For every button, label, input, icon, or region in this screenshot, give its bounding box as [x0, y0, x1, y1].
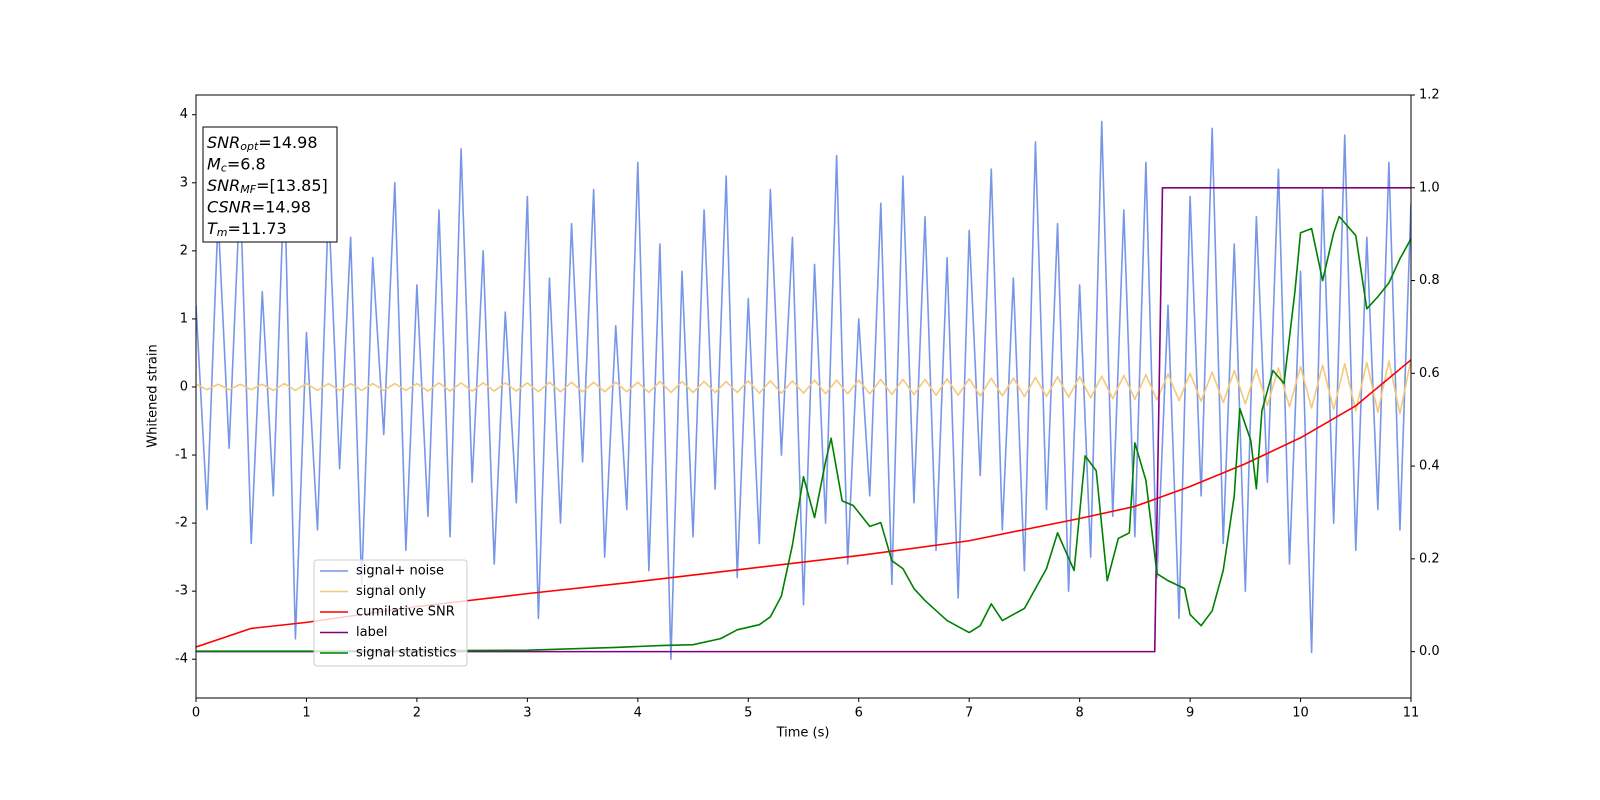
- annotation-line: SNRMF=[13.85]: [207, 176, 328, 197]
- y-tick-label: 0: [180, 379, 188, 394]
- x-tick-label: 10: [1292, 706, 1309, 721]
- annotation-name: SNR: [207, 176, 240, 195]
- annotation-name: SNR: [207, 133, 240, 152]
- annotation-line: SNRopt=14.98: [207, 133, 318, 154]
- x-axis-label: Time (s): [776, 726, 830, 741]
- annotation-sub: c: [221, 162, 227, 175]
- annotation-line: Mc=6.8: [207, 154, 266, 175]
- y2-tick-label: 1.2: [1419, 88, 1440, 103]
- series-line: [196, 186, 1411, 653]
- annotation: SNRopt=14.98Mc=6.8SNRMF=[13.85]CSNR=14.9…: [202, 126, 338, 243]
- x-tick-label: 0: [192, 706, 200, 721]
- y-axis-label: Whitened strain: [146, 344, 161, 447]
- y-tick-label: 1: [180, 311, 188, 326]
- annotation-value: =14.98: [258, 133, 317, 152]
- legend-label: label: [356, 625, 387, 640]
- annotation-sub: m: [217, 226, 228, 239]
- y-tick-label: -2: [175, 516, 188, 531]
- legend-box: [313, 559, 468, 667]
- y2-tick-label: 0.6: [1419, 366, 1440, 381]
- y2-tick-label: 0.8: [1419, 273, 1440, 288]
- plot-frame: [195, 94, 1412, 699]
- x-tick-label: 1: [302, 706, 310, 721]
- annotation-line: Tm=11.73: [207, 219, 287, 240]
- annotation-value: =14.98: [252, 197, 311, 216]
- x-tick-label: 4: [634, 706, 642, 721]
- annotation-sub: opt: [240, 140, 259, 153]
- y-tick-label: 2: [180, 243, 188, 258]
- annotation-name: CSNR: [207, 197, 252, 216]
- legend-label: signal only: [356, 584, 426, 599]
- annotation-value: =6.8: [227, 154, 266, 173]
- annotation-name: M: [207, 154, 221, 173]
- annotation-sub: MF: [240, 183, 256, 196]
- annotation-line: CSNR=14.98: [207, 197, 311, 216]
- series-line: [196, 215, 1411, 652]
- series-line: [196, 359, 1411, 415]
- x-tick-label: 11: [1403, 706, 1420, 721]
- x-tick-label: 5: [744, 706, 752, 721]
- series-line: [196, 120, 1411, 661]
- y2-tick-label: 1.0: [1419, 180, 1440, 195]
- y-tick-label: -1: [175, 448, 188, 463]
- legend-label: signal+ noise: [356, 564, 444, 579]
- y-tick-label: -4: [175, 652, 188, 667]
- y-tick-label: 4: [180, 107, 188, 122]
- y2-tick-label: 0.4: [1419, 459, 1440, 474]
- legend: signal+ noise signal only cumilative SNR la…: [313, 559, 468, 667]
- annotation-name: T: [207, 219, 218, 238]
- x-tick-label: 2: [413, 706, 421, 721]
- y2-tick-label: 0.0: [1419, 644, 1440, 659]
- annotation-value: =[13.85]: [256, 176, 328, 195]
- x-tick-label: 3: [523, 706, 531, 721]
- x-tick-label: 8: [1075, 706, 1083, 721]
- legend-label: cumilative SNR: [356, 605, 455, 620]
- x-tick-label: 7: [965, 706, 973, 721]
- y-tick-label: -3: [175, 584, 188, 599]
- x-tick-label: 6: [855, 706, 863, 721]
- y-tick-label: 3: [180, 175, 188, 190]
- annotation-value: =11.73: [228, 219, 287, 238]
- y2-tick-label: 0.2: [1419, 551, 1440, 566]
- legend-label: signal statistics: [356, 646, 457, 661]
- annotation-box: [202, 126, 338, 243]
- x-tick-label: 9: [1186, 706, 1194, 721]
